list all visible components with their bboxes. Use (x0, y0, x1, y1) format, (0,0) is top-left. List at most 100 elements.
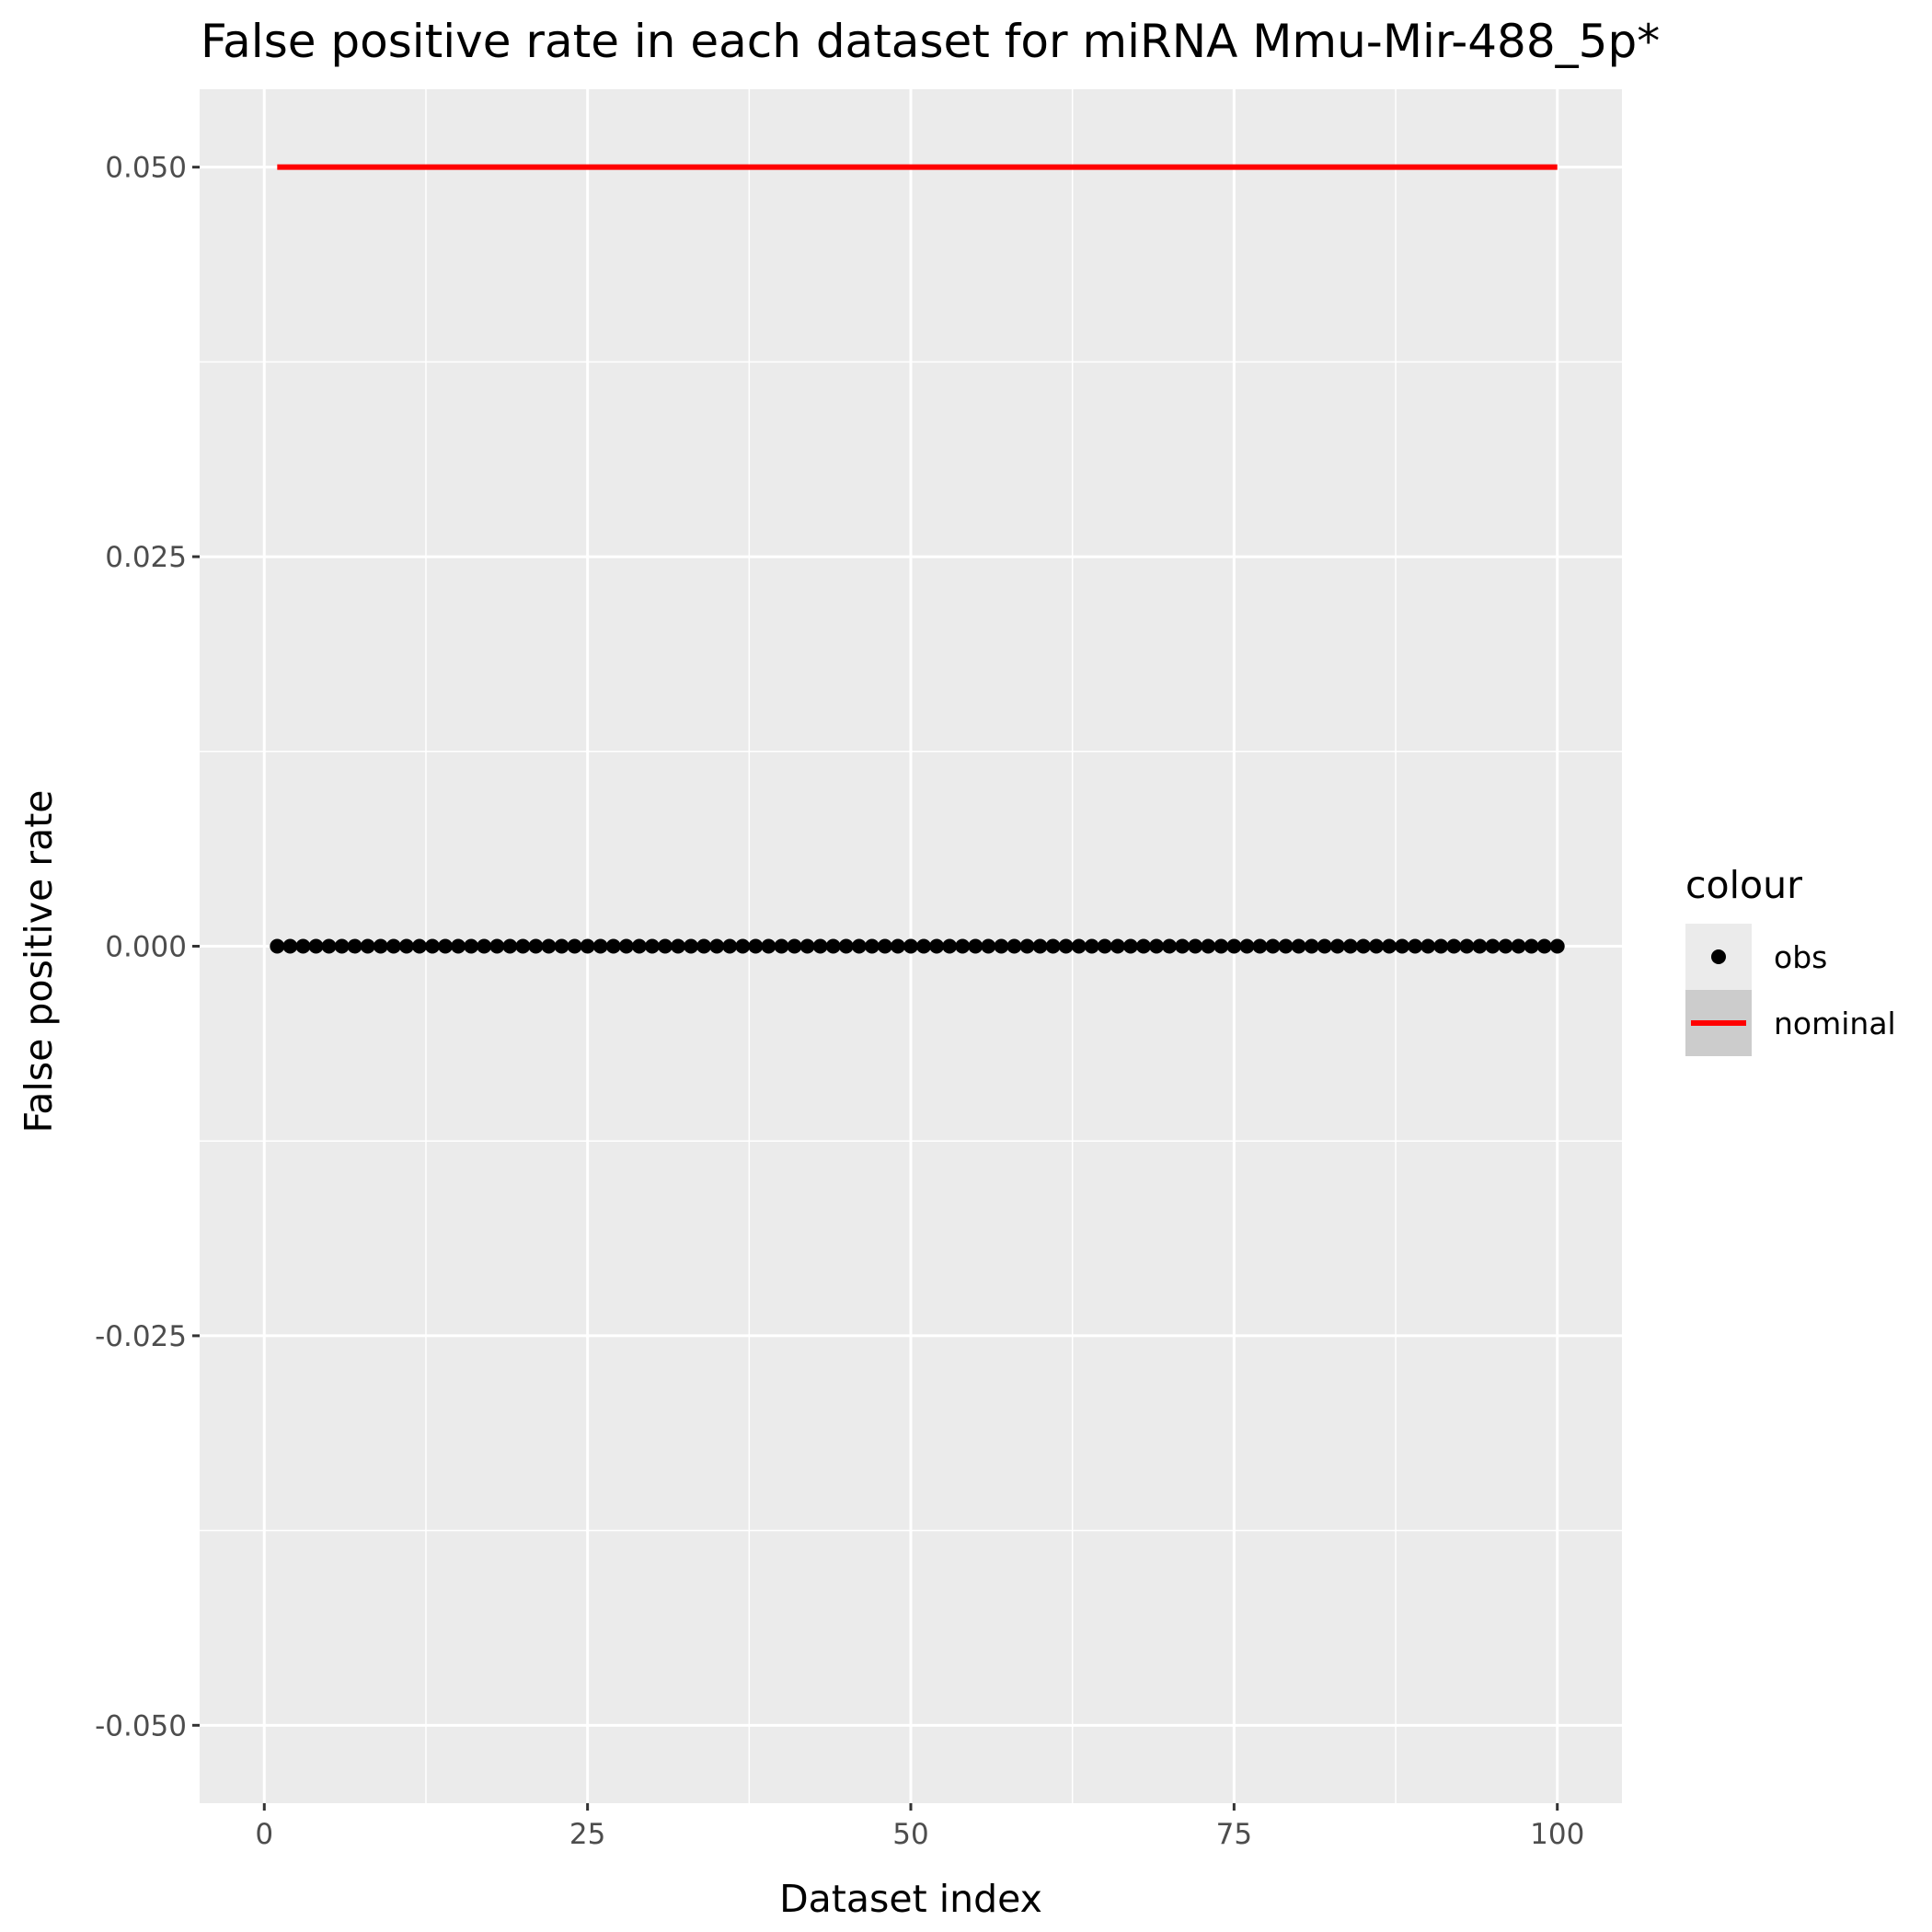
obs-point (968, 938, 983, 954)
obs-point (1420, 938, 1436, 954)
obs-point (451, 938, 466, 954)
obs-point (567, 938, 582, 954)
obs-point (1097, 938, 1112, 954)
x-tick-label: 75 (1216, 1818, 1252, 1851)
obs-point (1446, 938, 1462, 954)
obs-point (282, 938, 298, 954)
obs-point (774, 938, 789, 954)
obs-point (864, 938, 880, 954)
obs-point (424, 938, 440, 954)
y-tick-label: -0.050 (95, 1709, 187, 1742)
obs-point (1213, 938, 1229, 954)
obs-point (360, 938, 375, 954)
data-marks (270, 164, 1565, 954)
obs-point (1291, 938, 1306, 954)
obs-point (748, 938, 764, 954)
obs-point (1019, 938, 1035, 954)
obs-point (373, 938, 388, 954)
obs-point (787, 938, 802, 954)
obs-point (1058, 938, 1074, 954)
obs-point (1201, 938, 1216, 954)
axes: 0 25 50 75 100 -0.050 -0.025 0.000 0.025 0.050 (95, 152, 1584, 1851)
chart-title: False positive rate in each dataset for … (201, 15, 1660, 68)
x-axis-title: Dataset index (779, 1877, 1042, 1921)
obs-point (684, 938, 699, 954)
obs-point (903, 938, 918, 954)
obs-point (528, 938, 544, 954)
obs-point (1433, 938, 1449, 954)
obs-point (1162, 938, 1178, 954)
obs-point (1485, 938, 1501, 954)
x-tick-label: 0 (255, 1818, 273, 1851)
obs-point (464, 938, 479, 954)
obs-point (955, 938, 971, 954)
obs-point (321, 938, 337, 954)
obs-point (1511, 938, 1526, 954)
obs-point (1472, 938, 1488, 954)
obs-point (1342, 938, 1358, 954)
obs-point (580, 938, 595, 954)
legend: colour obs nominal (1685, 863, 1896, 1056)
obs-point (1265, 938, 1281, 954)
obs-point (295, 938, 311, 954)
obs-point (605, 938, 621, 954)
obs-point (1149, 938, 1165, 954)
obs-point (1071, 938, 1087, 954)
obs-point (308, 938, 324, 954)
obs-point (1355, 938, 1371, 954)
obs-point (735, 938, 751, 954)
obs-point (761, 938, 776, 954)
obs-point (477, 938, 492, 954)
legend-label-nominal: nominal (1774, 1006, 1896, 1041)
obs-point (994, 938, 1009, 954)
legend-title: colour (1685, 863, 1802, 907)
obs-point (1408, 938, 1423, 954)
x-tick-label: 50 (892, 1818, 928, 1851)
obs-point (890, 938, 905, 954)
obs-point (554, 938, 569, 954)
y-tick-label: 0.050 (105, 152, 187, 185)
obs-point (851, 938, 867, 954)
obs-point (385, 938, 401, 954)
obs-point (942, 938, 958, 954)
obs-point (1110, 938, 1125, 954)
obs-point (489, 938, 505, 954)
obs-point (1188, 938, 1203, 954)
x-tick-label: 100 (1530, 1818, 1584, 1851)
obs-point (825, 938, 841, 954)
obs-point (1032, 938, 1048, 954)
y-tick-label: 0.000 (105, 931, 187, 964)
obs-point (1226, 938, 1242, 954)
obs-point (1252, 938, 1268, 954)
obs-point (1304, 938, 1319, 954)
obs-point (812, 938, 828, 954)
obs-point (1536, 938, 1552, 954)
obs-point (1382, 938, 1397, 954)
obs-point (1239, 938, 1255, 954)
x-tick-label: 25 (569, 1818, 605, 1851)
obs-point (722, 938, 738, 954)
obs-point (1135, 938, 1151, 954)
obs-point (696, 938, 712, 954)
obs-point (709, 938, 725, 954)
obs-point (799, 938, 815, 954)
y-tick-label: 0.025 (105, 541, 187, 574)
obs-point (1498, 938, 1513, 954)
obs-point (1175, 938, 1190, 954)
obs-point (1524, 938, 1539, 954)
obs-point (541, 938, 557, 954)
obs-point (657, 938, 673, 954)
obs-point (1395, 938, 1410, 954)
obs-point (398, 938, 414, 954)
obs-point (916, 938, 932, 954)
obs-point (929, 938, 945, 954)
obs-point (671, 938, 686, 954)
legend-key-obs-point (1711, 949, 1726, 964)
obs-point (334, 938, 350, 954)
legend-label-obs: obs (1774, 939, 1827, 975)
obs-point (981, 938, 996, 954)
obs-point (631, 938, 647, 954)
y-axis-title: False positive rate (17, 789, 61, 1133)
obs-point (838, 938, 854, 954)
